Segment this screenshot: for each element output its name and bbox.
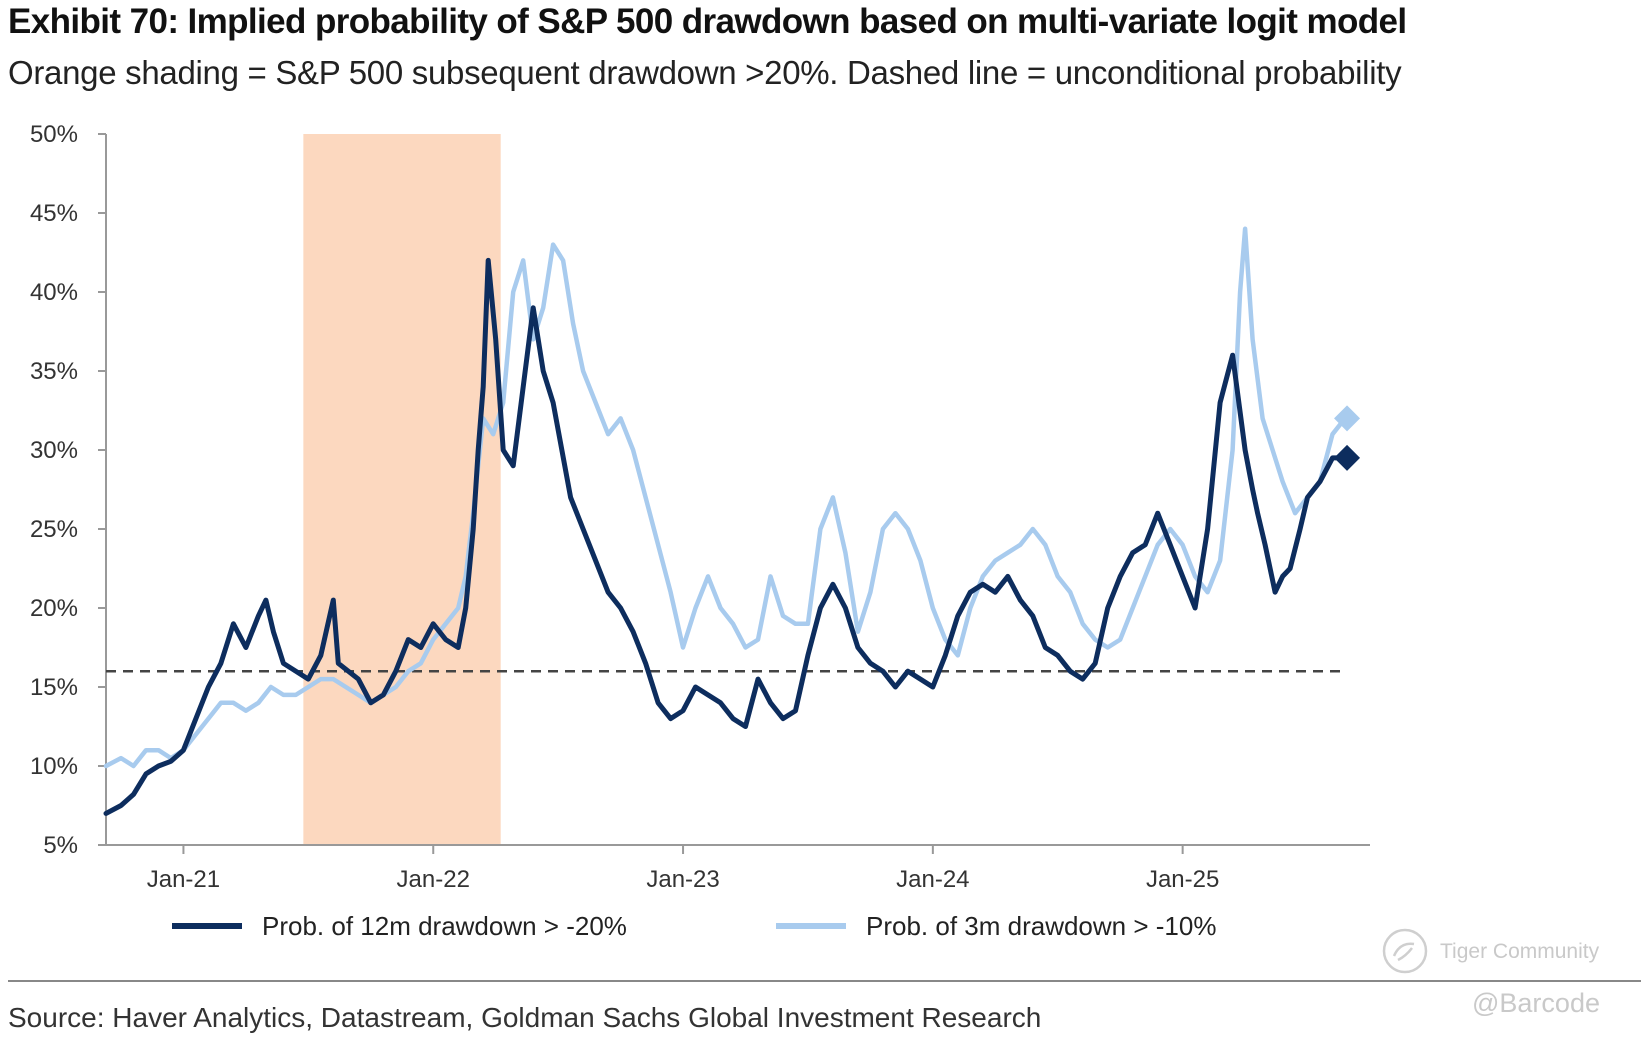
shaded-region-layer: [303, 134, 501, 845]
y-tick-label: 45%: [30, 200, 78, 227]
series-3m-drawdown-line: [103, 226, 1348, 769]
chart-subtitle: Orange shading = S&P 500 subsequent draw…: [8, 54, 1402, 91]
series-12m-end-marker: [1334, 444, 1361, 471]
watermark-brand: Tiger Community: [1440, 940, 1600, 963]
y-tick-label: 40%: [30, 279, 78, 306]
y-tick-label: 30%: [30, 437, 78, 464]
legend-label-12m: Prob. of 12m drawdown > -20%: [262, 911, 627, 940]
x-tick-label: Jan-21: [147, 866, 220, 893]
shaded-drawdown-region: [303, 134, 501, 845]
x-tick-label: Jan-22: [397, 866, 470, 893]
y-tick-label: 15%: [30, 674, 78, 701]
series-3m-end-marker: [1334, 405, 1361, 432]
chart: 5% 10% 15% 20% 25% 30% 35% 40% 45% 50% Jan-21 Jan-2…: [30, 121, 1370, 940]
axis-layer: 5% 10% 15% 20% 25% 30% 35% 40% 45% 50% Jan-21 Jan-2…: [30, 121, 1370, 893]
x-tick-label: Jan-23: [646, 866, 719, 893]
series-layer: [103, 226, 1361, 816]
footer-divider: [8, 980, 1641, 982]
legend-label-3m: Prob. of 3m drawdown > -10%: [866, 911, 1216, 940]
y-tick-label: 50%: [30, 121, 78, 148]
x-tick-label: Jan-24: [896, 866, 969, 893]
x-tick-label: Jan-25: [1146, 866, 1219, 893]
y-tick-label: 25%: [30, 516, 78, 543]
watermark-handle: @Barcode: [1472, 988, 1600, 1018]
chart-title: Exhibit 70: Implied probability of S&P 5…: [8, 2, 1407, 41]
y-tick-label: 20%: [30, 595, 78, 622]
legend: Prob. of 12m drawdown > -20% Prob. of 3m …: [172, 911, 1216, 940]
source-note: Source: Haver Analytics, Datastream, Gol…: [8, 1002, 1042, 1033]
y-tick-label: 5%: [43, 832, 78, 859]
tiger-logo-icon: [1382, 928, 1428, 974]
y-tick-label: 35%: [30, 358, 78, 385]
y-tick-label: 10%: [30, 753, 78, 780]
series-12m-drawdown-line: [103, 257, 1348, 816]
